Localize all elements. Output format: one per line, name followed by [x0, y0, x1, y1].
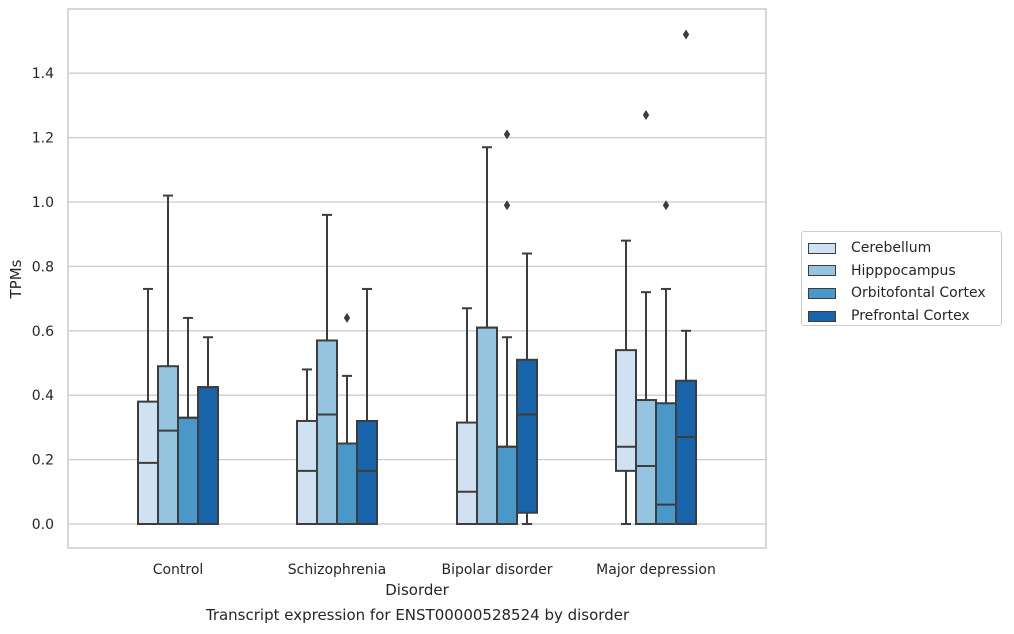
box-body [675, 379, 697, 525]
legend-item-cerebellum: Cerebellum [808, 237, 1001, 260]
box-body [336, 442, 358, 525]
box [655, 200, 677, 525]
legend-item-orbitofrontal-cortex: Orbitofontal Cortex [808, 282, 1001, 305]
box [615, 239, 637, 525]
box-body [296, 419, 318, 525]
legend-label: Hipppocampus [851, 262, 956, 279]
box-body [516, 358, 538, 514]
y-tick-label: 0.4 [32, 388, 54, 404]
box [356, 287, 378, 525]
y-tick-label: 1.4 [32, 66, 54, 82]
y-tick-label: 0.0 [32, 517, 54, 533]
figure-caption: Transcript expression for ENST0000052852… [205, 606, 630, 624]
legend-label: Cerebellum [851, 240, 932, 257]
outlier-point [662, 200, 670, 211]
box [476, 146, 498, 525]
outlier-point [343, 312, 351, 323]
box [177, 316, 199, 525]
box [316, 213, 338, 525]
outlier-point [503, 200, 511, 211]
box-body [655, 402, 677, 525]
box-body [476, 326, 498, 525]
box-body [356, 419, 378, 525]
y-tick-label: 0.6 [32, 324, 54, 340]
x-axis-ticks: Control Schizophrenia Bipolar disorder Majo… [153, 562, 716, 578]
legend-swatch [808, 287, 836, 299]
outlier-point [682, 29, 690, 40]
box [296, 368, 318, 525]
box-plot-series [137, 29, 697, 526]
x-tick-label: Major depression [596, 562, 716, 578]
x-tick-label: Schizophrenia [288, 562, 386, 578]
legend-label: Prefrontal Cortex [851, 308, 970, 325]
box [197, 336, 219, 525]
y-tick-label: 1.2 [32, 131, 54, 147]
box-body [316, 339, 338, 525]
x-tick-label: Control [153, 562, 204, 578]
box-body [496, 445, 518, 525]
legend: Cerebellum Hipppocampus Orbitofontal Cor… [801, 231, 1002, 326]
box-body [635, 399, 657, 525]
legend-item-prefrontal-cortex: Prefrontal Cortex [808, 305, 1001, 328]
box-body [197, 386, 219, 525]
legend-swatch [808, 242, 836, 254]
box [675, 29, 697, 525]
legend-swatch [808, 310, 836, 322]
outlier-point [642, 110, 650, 121]
x-tick-label: Bipolar disorder [441, 562, 552, 578]
outlier-point [503, 129, 511, 140]
y-axis-label: TPMs [7, 259, 25, 299]
y-tick-label: 0.2 [32, 453, 54, 469]
box [137, 287, 159, 526]
box-body [177, 416, 199, 525]
y-axis-ticks: 0.0 0.2 0.4 0.6 0.8 1.0 1.2 1.4 [32, 66, 54, 533]
legend-item-hippocampus: Hipppocampus [808, 260, 1001, 283]
box [496, 129, 518, 525]
legend-swatch [808, 265, 836, 277]
x-axis-label: Disorder [385, 581, 449, 599]
box [635, 110, 657, 525]
box [336, 312, 358, 525]
plot-area-border [67, 8, 767, 549]
y-tick-label: 1.0 [32, 195, 54, 211]
box-body [456, 421, 478, 526]
box [157, 194, 179, 525]
box [516, 252, 538, 525]
box [456, 307, 478, 526]
legend-label: Orbitofontal Cortex [851, 285, 986, 302]
y-tick-label: 0.8 [32, 259, 54, 275]
box-body [157, 365, 179, 525]
box-body [615, 349, 637, 472]
